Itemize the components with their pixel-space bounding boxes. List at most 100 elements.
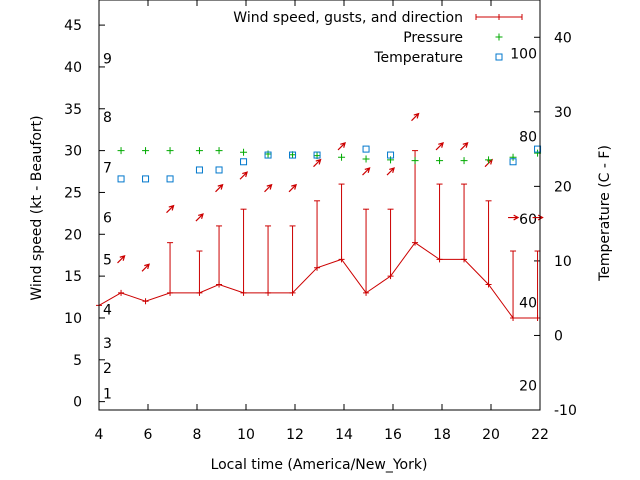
wind-direction-arrow (264, 183, 273, 193)
beaufort-label: 4 (103, 303, 112, 319)
wind-speed-point (338, 256, 345, 263)
pressure-point (215, 147, 223, 155)
beaufort-label: 1 (103, 386, 112, 402)
plot-frame (98, 0, 541, 411)
fahrenheit-label: 40 (519, 296, 537, 312)
temperature-point (195, 166, 203, 174)
pressure-point (166, 147, 174, 155)
wind-direction-arrow (460, 142, 469, 151)
temperature-point (387, 151, 395, 159)
beaufort-label: 6 (103, 211, 112, 227)
fahrenheit-label: 80 (519, 129, 537, 145)
pressure-point (436, 157, 444, 165)
temperature-point (289, 151, 297, 159)
x-tick-label: 20 (482, 427, 500, 443)
wind-direction-arrow (435, 142, 444, 151)
y-tick-label: 0 (73, 395, 82, 411)
temperature-series (117, 145, 542, 183)
legend-label: Temperature (373, 50, 463, 66)
legend-label: Wind speed, gusts, and direction (233, 10, 463, 26)
beaufort-label: 5 (103, 252, 112, 268)
x-tick-label: 14 (335, 427, 353, 443)
wind-direction-arrow (239, 171, 248, 180)
wind-speed-point (265, 289, 272, 296)
wind-speed-point (196, 289, 203, 296)
wind-speed-point (314, 264, 321, 271)
beaufort-scale-labels: 1 2 3 4 5 6 7 8 9 (103, 52, 112, 403)
wind-direction-arrow (141, 263, 150, 272)
x-tick-label: 22 (531, 427, 549, 443)
wind-speed-point (289, 289, 296, 296)
legend-temperature-marker (495, 53, 503, 61)
y2-tick-label: 20 (554, 179, 572, 195)
pressure-point (240, 148, 248, 156)
wind-direction-arrow (117, 254, 126, 264)
y2-tick-label: 30 (554, 105, 572, 121)
y-tick-label: 30 (64, 144, 82, 160)
wind-direction-arrow (362, 167, 371, 176)
x-tick-label: 18 (433, 427, 451, 443)
legend-label: Pressure (403, 30, 463, 46)
wind-direction-arrow (337, 142, 346, 151)
y-tick-label: 45 (64, 18, 82, 34)
pressure-point (142, 147, 150, 155)
fahrenheit-label: 60 (519, 212, 537, 228)
temperature-point (166, 175, 174, 183)
wind-speed-point (216, 281, 223, 288)
wind-speed-series (96, 112, 544, 321)
wind-direction-arrow (411, 112, 420, 122)
pressure-point (460, 157, 468, 165)
beaufort-label: 9 (103, 52, 112, 68)
y2-tick-label: 0 (554, 328, 563, 344)
pressure-point (338, 153, 346, 161)
y-tick-label: 25 (64, 185, 82, 201)
y-tick-label: 5 (73, 353, 82, 369)
legend-pressure-marker (495, 33, 503, 41)
wind-speed-point (461, 256, 468, 263)
wind-speed-point (510, 314, 517, 321)
y2-tick-label: 10 (554, 254, 572, 270)
beaufort-label: 2 (103, 361, 112, 377)
temperature-point (117, 175, 125, 183)
beaufort-label: 3 (103, 336, 112, 352)
temperature-point (534, 145, 542, 153)
x-axis-label: Local time (America/New_York) (211, 457, 428, 473)
y-tick-label: 35 (64, 102, 82, 118)
fahrenheit-label: 20 (519, 378, 537, 394)
pressure-point (264, 150, 272, 158)
y-tick-label: 40 (64, 60, 82, 76)
wind-direction-arrow (508, 214, 520, 221)
temperature-point (509, 158, 517, 166)
pressure-point (485, 156, 493, 164)
temperature-point (142, 175, 150, 183)
wind-direction-arrow (166, 204, 175, 214)
axes-group: 4 6 8 10 12 14 16 18 20 22051015202530354045-1001… (64, 0, 577, 443)
pressure-point (117, 147, 125, 155)
beaufort-label: 7 (103, 160, 112, 176)
pressure-point (411, 157, 419, 165)
wind-speed-point (436, 256, 443, 263)
wind-speed-point (363, 289, 370, 296)
y2-tick-label: 40 (554, 30, 572, 46)
beaufort-label: 8 (103, 110, 112, 126)
x-tick-label: 6 (144, 427, 153, 443)
pressure-point (362, 155, 370, 163)
x-tick-label: 4 (95, 427, 104, 443)
x-tick-label: 8 (193, 427, 202, 443)
pressure-point (387, 156, 395, 164)
y-tick-label: 15 (64, 269, 82, 285)
wind-speed-line (98, 241, 538, 319)
y2-axis-label: Temperature (C - F) (597, 145, 613, 282)
wind-direction-arrow (215, 183, 224, 193)
y-axis-label: Wind speed (kt - Beaufort) (29, 115, 45, 300)
wind-speed-point (167, 289, 174, 296)
temperature-point (313, 151, 321, 159)
temperature-point (240, 158, 248, 166)
wind-direction-arrow (313, 158, 322, 168)
y2-tick-label: -10 (554, 403, 577, 419)
x-tick-label: 12 (286, 427, 304, 443)
wind-speed-point (118, 289, 125, 296)
fahrenheit-label: 100 (510, 47, 537, 63)
wind-speed-point (485, 281, 492, 288)
